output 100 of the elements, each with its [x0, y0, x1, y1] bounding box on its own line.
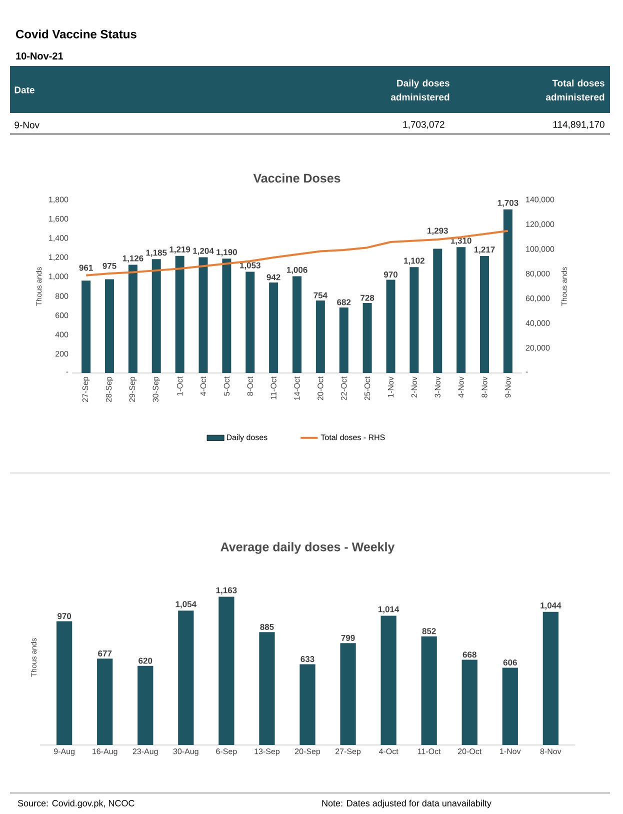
bar — [462, 660, 478, 745]
data-label: 1,102 — [404, 258, 424, 265]
bar — [138, 666, 154, 745]
x-tick-label: 30-Sep — [152, 376, 160, 402]
x-tick-label: 14-Oct — [294, 376, 300, 400]
x-tick-label: 29-Sep — [129, 376, 137, 402]
x-tick-label: 27-Sep — [82, 376, 90, 402]
bar — [292, 276, 302, 373]
bar — [386, 280, 396, 373]
y2-tick-label: 20,000 — [526, 344, 550, 352]
text: Covid Vaccine Status — [16, 30, 136, 38]
data-label: 1,293 — [428, 228, 448, 235]
y-tick-label: 200 — [56, 350, 68, 357]
x-tick-label: 8-Oct — [247, 376, 253, 396]
x-tick-label: 13-Sep — [254, 748, 280, 756]
y2-tick-label: 120,000 — [526, 221, 554, 228]
data-label: 1,217 — [474, 246, 495, 254]
x-tick-label: 11-Oct — [270, 376, 276, 400]
data-label: 885 — [260, 624, 274, 630]
bar — [269, 282, 278, 373]
bar — [410, 267, 419, 373]
bar — [222, 258, 232, 373]
bar — [82, 280, 91, 373]
x-tick-label: 1-Oct — [176, 376, 183, 396]
y-tick-label: 1,600 — [49, 216, 68, 223]
bar — [480, 256, 489, 373]
x-tick-label: 1-Nov — [500, 748, 521, 754]
bar — [128, 264, 138, 373]
text: 1,703,072 — [403, 121, 444, 129]
x-tick-label: 3-Nov — [434, 376, 440, 398]
x-tick-label: 16-Aug — [92, 748, 118, 756]
bar — [218, 596, 234, 745]
bar — [198, 257, 208, 373]
x-tick-label: 25-Oct — [364, 376, 370, 400]
bar — [542, 612, 558, 745]
x-tick-label: 27-Sep — [336, 748, 361, 756]
data-label: 1,053 — [240, 262, 260, 270]
data-label: 754 — [314, 292, 328, 298]
x-tick-label: 20-Oct — [318, 376, 324, 400]
bar — [105, 279, 114, 373]
bar — [456, 247, 466, 373]
x-tick-label: 2-Nov — [411, 376, 418, 398]
text: Daily doses administered — [390, 80, 450, 100]
data-label: 1,703 — [498, 200, 518, 208]
y-tick-label: 800 — [55, 293, 68, 299]
y-tick-label: 1,400 — [49, 235, 68, 242]
chart-title: Vaccine Doses — [253, 173, 340, 183]
legend-label: Total doses - RHS — [320, 434, 385, 440]
data-label: 668 — [462, 652, 476, 658]
y-tick-label: 1,800 — [49, 196, 68, 204]
text: Note: Dates adjusted for data unavailabilty — [322, 800, 492, 808]
chart-title: Average daily doses - Weekly — [220, 542, 395, 554]
data-label: 970 — [384, 272, 398, 278]
x-tick-label: 5-Oct — [224, 376, 230, 396]
data-label: 1,044 — [540, 602, 562, 610]
data-label: 1,054 — [176, 601, 196, 608]
y-tick-label: 400 — [55, 332, 68, 338]
data-label: 1,163 — [216, 587, 237, 594]
data-label: 606 — [503, 660, 517, 666]
bar — [421, 636, 437, 745]
data-label: 1,219 — [170, 246, 190, 254]
x-tick-label: 6-Sep — [216, 748, 237, 756]
data-label: 975 — [102, 262, 116, 269]
bar — [362, 303, 372, 373]
data-label: 961 — [79, 264, 93, 271]
x-tick-label: 4-Nov — [458, 376, 464, 398]
legend-label: Daily doses — [226, 434, 268, 442]
x-tick-label: 9-Nov — [505, 376, 511, 398]
bar — [97, 658, 113, 745]
x-tick-label: 1-Nov — [388, 376, 394, 398]
x-tick-label: 4-Oct — [200, 376, 206, 396]
bar — [340, 643, 356, 745]
data-label: 677 — [98, 650, 112, 656]
bar — [259, 632, 275, 745]
data-label: 1,126 — [122, 255, 144, 263]
data-label: 1,185 — [146, 250, 167, 257]
bar — [175, 256, 184, 373]
bar — [502, 668, 518, 745]
x-tick-label: 8-Nov — [540, 748, 562, 754]
x-tick-label: 9-Aug — [54, 748, 74, 756]
x-tick-label: 30-Aug — [173, 748, 198, 756]
data-label: 852 — [422, 628, 436, 634]
y2-tick-label: 140,000 — [526, 196, 554, 204]
bar — [178, 610, 194, 745]
text: Total doses administered — [546, 80, 604, 100]
data-label: 620 — [138, 658, 152, 664]
y2-tick-label: 100,000 — [526, 246, 554, 253]
bar — [380, 616, 396, 745]
y-tick-label: 600 — [56, 312, 68, 318]
bar — [56, 621, 72, 745]
data-label: 728 — [360, 294, 374, 301]
data-label: 682 — [337, 299, 351, 306]
y-tick-label: 1,200 — [49, 254, 68, 261]
x-tick-label: 20-Sep — [295, 748, 320, 756]
y2-tick-label: 40,000 — [526, 320, 550, 327]
text: 10-Nov-21 — [16, 52, 64, 60]
y2-tick-label: 80,000 — [526, 270, 550, 278]
bar — [300, 664, 316, 745]
bar — [152, 259, 161, 373]
data-label: 942 — [266, 274, 280, 280]
